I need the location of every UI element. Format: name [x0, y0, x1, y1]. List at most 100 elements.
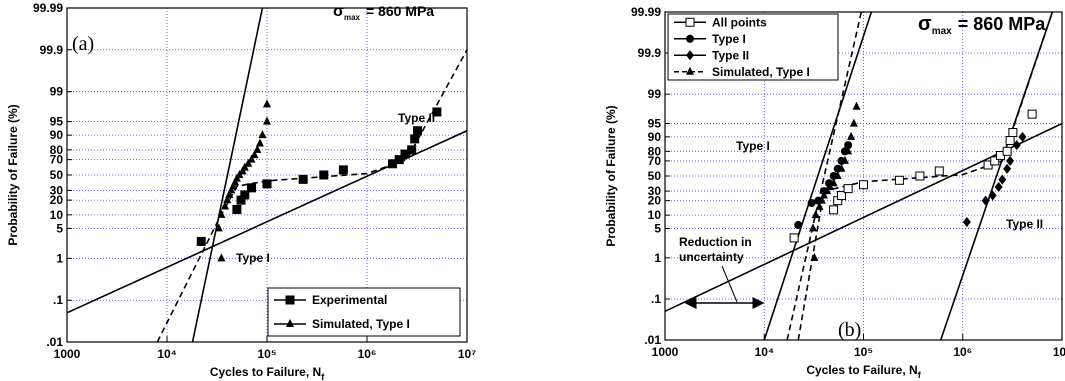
marker — [263, 99, 271, 108]
marker — [263, 116, 271, 125]
marker — [894, 175, 904, 185]
panel-label: (b) — [838, 319, 861, 341]
marker — [240, 190, 250, 200]
sigma-label: σmax = 860 MPa — [918, 13, 1046, 37]
y-tick-label: 5 — [654, 221, 661, 235]
fit-line — [191, 7, 264, 343]
sigma-label: σmax = 860 MPa — [333, 3, 434, 22]
marker — [298, 174, 308, 184]
marker — [1006, 155, 1015, 166]
marker — [844, 141, 853, 150]
legend-marker — [685, 17, 695, 27]
legend-marker — [686, 50, 694, 61]
fit-line — [797, 11, 1054, 341]
marker — [244, 158, 253, 167]
legend-marker — [686, 66, 694, 75]
marker — [255, 138, 264, 147]
marker — [829, 178, 838, 187]
x-axis-label-sub: f — [918, 370, 922, 380]
marker — [809, 223, 818, 232]
marker — [981, 195, 990, 206]
legend-label: Simulated, Type I — [712, 65, 810, 79]
marker — [253, 144, 262, 153]
y-tick-label: 70 — [648, 154, 662, 168]
y-axis-label: Probability of Failure (%) — [6, 104, 20, 245]
marker — [247, 183, 257, 193]
marker — [258, 130, 267, 139]
marker — [820, 190, 829, 199]
y-tick-label: 50 — [648, 169, 662, 183]
annotation: Type II — [1006, 217, 1043, 231]
marker — [247, 154, 256, 163]
y-tick-label: 99.9 — [638, 46, 662, 60]
y-tick-label: 99 — [50, 85, 64, 99]
marker — [217, 209, 226, 218]
marker — [852, 101, 861, 110]
marker — [232, 204, 242, 214]
annotation: Reduction in — [679, 235, 752, 249]
y-tick-label: .1 — [53, 293, 63, 307]
legend-label: Simulated, Type I — [312, 317, 410, 331]
sigma-symbol: σ — [918, 13, 932, 35]
marker — [196, 236, 206, 246]
marker — [1003, 163, 1012, 174]
sigma-subscript: max — [932, 26, 952, 37]
x-tick-label: 10⁷ — [1053, 345, 1065, 359]
marker — [847, 131, 856, 140]
y-tick-label: 70 — [50, 153, 64, 167]
legend-marker — [686, 34, 694, 43]
y-tick-label: 99 — [648, 87, 662, 101]
marker — [250, 150, 259, 159]
marker — [994, 182, 1003, 193]
sigma-text: = 860 MPa — [958, 14, 1047, 34]
y-tick-label: 5 — [56, 221, 63, 235]
marker — [1027, 109, 1037, 119]
y-tick-label: 50 — [50, 168, 64, 182]
plot-frame — [664, 11, 1063, 341]
legend-box — [667, 13, 839, 81]
x-tick-label: 1000 — [652, 345, 679, 359]
annotation: Type I — [736, 139, 770, 153]
y-tick-label: 30 — [50, 183, 64, 197]
y-tick-label: 99.9 — [40, 43, 64, 57]
marker — [840, 155, 849, 164]
y-tick-label: 10 — [50, 208, 64, 222]
x-tick-label: 10⁴ — [157, 347, 176, 361]
marker — [988, 190, 997, 201]
marker — [319, 170, 329, 180]
fit-line — [664, 122, 1063, 313]
marker — [990, 156, 1000, 166]
fit-line — [939, 11, 1054, 341]
marker — [227, 185, 236, 194]
sigma-symbol: σ — [333, 3, 344, 20]
marker — [410, 134, 420, 144]
marker — [217, 253, 226, 262]
marker — [794, 220, 803, 229]
legend-label: All points — [712, 15, 767, 29]
y-tick-label: 80 — [648, 144, 662, 158]
annotation: Type I — [236, 251, 270, 265]
marker — [1002, 146, 1012, 156]
marker — [807, 199, 816, 208]
x-tick-label: 1000 — [54, 347, 81, 361]
annotation: Type II — [398, 111, 435, 125]
marker — [998, 174, 1007, 185]
marker — [843, 184, 853, 194]
legend-label: Type II — [712, 48, 749, 62]
legend-label: Type I — [712, 32, 746, 46]
y-tick-label: 99.99 — [33, 1, 63, 15]
x-tick-label: 10⁶ — [358, 347, 377, 361]
pointer-line — [721, 265, 738, 303]
marker — [815, 201, 824, 210]
marker — [810, 252, 819, 261]
marker — [1005, 136, 1015, 146]
legend-box — [267, 287, 461, 337]
x-axis-label: Cycles to Failure, Nf — [806, 363, 921, 380]
x-tick-label: 10⁵ — [258, 347, 277, 361]
marker — [789, 233, 799, 243]
legend-marker — [285, 295, 295, 305]
sigma-subscript: max — [344, 13, 361, 22]
marker — [220, 201, 229, 210]
marker — [1018, 131, 1027, 142]
